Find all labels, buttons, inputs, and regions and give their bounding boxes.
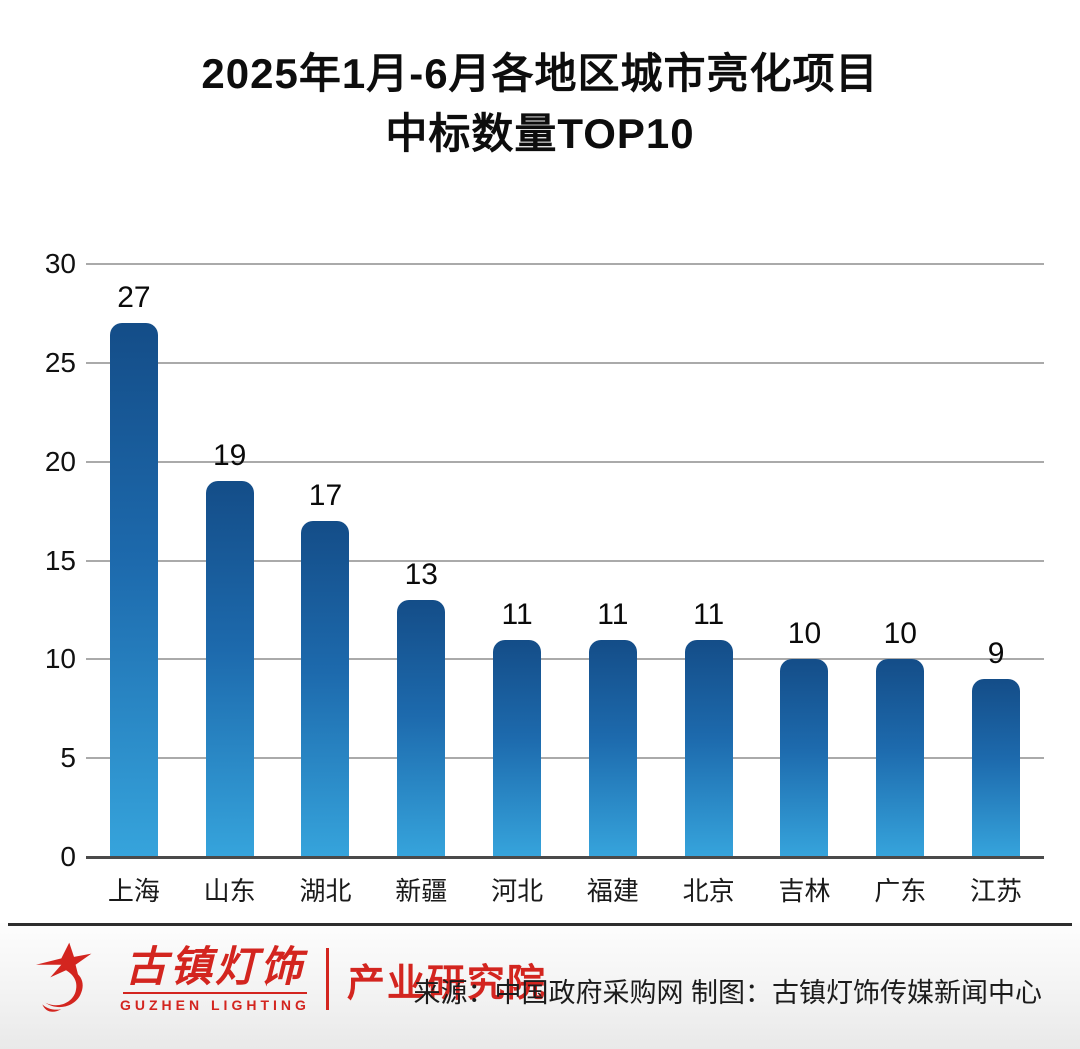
- y-tick-label: 10: [44, 643, 76, 675]
- bar-value-label: 19: [213, 439, 247, 473]
- x-axis-label: 福建: [586, 876, 639, 906]
- x-axis-label: 广东: [874, 876, 927, 906]
- bar: [397, 600, 446, 857]
- brand-name-cn: 古镇灯饰: [122, 946, 307, 994]
- bar: [684, 639, 733, 857]
- bar: [780, 659, 829, 857]
- y-tick-label: 0: [60, 841, 76, 872]
- chart-title-line2: 中标数量TOP10: [385, 110, 695, 157]
- y-tick-label: 5: [60, 742, 76, 774]
- bar: [972, 679, 1021, 857]
- y-tick-label: 25: [44, 346, 76, 378]
- bar-value-label: 9: [987, 637, 1005, 671]
- x-axis-label: 河北: [491, 876, 544, 906]
- bar-column: 17 湖北: [278, 264, 374, 906]
- x-axis-label: 新疆: [395, 876, 448, 906]
- bar-value-label: 17: [308, 478, 343, 512]
- y-axis: 0 5 10 15 20 25 30: [0, 249, 78, 872]
- bar: [588, 639, 637, 857]
- bar-column: 13 新疆: [373, 264, 469, 906]
- brand-logo: 古镇灯饰 GUZHEN LIGHTING 产业研究院: [34, 941, 547, 1017]
- bar-column: 11 河北: [469, 264, 565, 906]
- bar-value-label: 11: [597, 597, 629, 631]
- brand-wordmark: 古镇灯饰 GUZHEN LIGHTING: [120, 946, 310, 1013]
- bar-column: 27 上海: [86, 264, 182, 906]
- bar: [205, 481, 254, 857]
- y-tick-label: 15: [44, 544, 76, 576]
- footer: 古镇灯饰 GUZHEN LIGHTING 产业研究院 来源：中国政府采购网 制图…: [0, 923, 1080, 1049]
- gridline: [86, 658, 1044, 661]
- plot-area: 27 上海 19 山东 17 湖北 13 新疆 11 河北 11 福建 11 北京 10 吉林 10 广东 9 江苏: [86, 263, 1044, 906]
- bar: [301, 520, 350, 857]
- gridline: [86, 263, 1044, 265]
- chart-title-line1: 2025年1月-6月各地区城市亮化项目: [201, 50, 879, 97]
- guzhen-lighting-logo-icon: [36, 942, 92, 1012]
- y-tick-label: 20: [44, 445, 76, 477]
- x-axis-label: 上海: [107, 876, 160, 906]
- brand-name-en: GUZHEN LIGHTING: [120, 996, 310, 1013]
- x-axis-label: 湖北: [299, 876, 352, 906]
- footer-divider-line: [8, 923, 1072, 926]
- brand-department: 产业研究院: [346, 962, 547, 1005]
- bar: [876, 659, 925, 857]
- x-axis-label: 吉林: [778, 876, 831, 906]
- bar-columns: 27 上海 19 山东 17 湖北 13 新疆 11 河北 11 福建 11 北京 10 吉林 10 广东 9 江苏: [86, 264, 1044, 906]
- bar-column: 19 山东: [182, 264, 278, 906]
- bar-column: 11 北京: [661, 264, 757, 906]
- chart-title: 2025年1月-6月各地区城市亮化项目 中标数量TOP10: [0, 44, 1080, 164]
- bar: [109, 323, 158, 857]
- bar-column: 9 江苏: [948, 264, 1044, 906]
- gridline: [86, 559, 1044, 562]
- bar-value-label: 13: [404, 558, 438, 592]
- gridline: [86, 361, 1044, 364]
- bar-value-label: 10: [787, 617, 822, 651]
- x-axis-line: [86, 856, 1044, 859]
- bar-column: 10 吉林: [757, 264, 853, 906]
- x-axis-label: 山东: [203, 876, 256, 906]
- bar-column: 11 福建: [565, 264, 661, 906]
- bar-value-label: 11: [693, 597, 725, 631]
- bar-value-label: 11: [501, 597, 533, 631]
- brand-divider: [325, 948, 329, 1010]
- bar-column: 10 广东: [852, 264, 948, 906]
- bar-value-label: 27: [117, 281, 151, 315]
- source-text: 来源：中国政府采购网 制图：古镇灯饰传媒新闻中心: [413, 978, 1042, 1008]
- gridline: [86, 757, 1044, 760]
- x-axis-label: 北京: [682, 876, 735, 906]
- gridline: [86, 460, 1044, 463]
- x-axis-label: 江苏: [970, 876, 1023, 906]
- y-tick-label: 30: [44, 248, 76, 279]
- bar: [493, 639, 542, 857]
- bar-value-label: 10: [883, 617, 917, 651]
